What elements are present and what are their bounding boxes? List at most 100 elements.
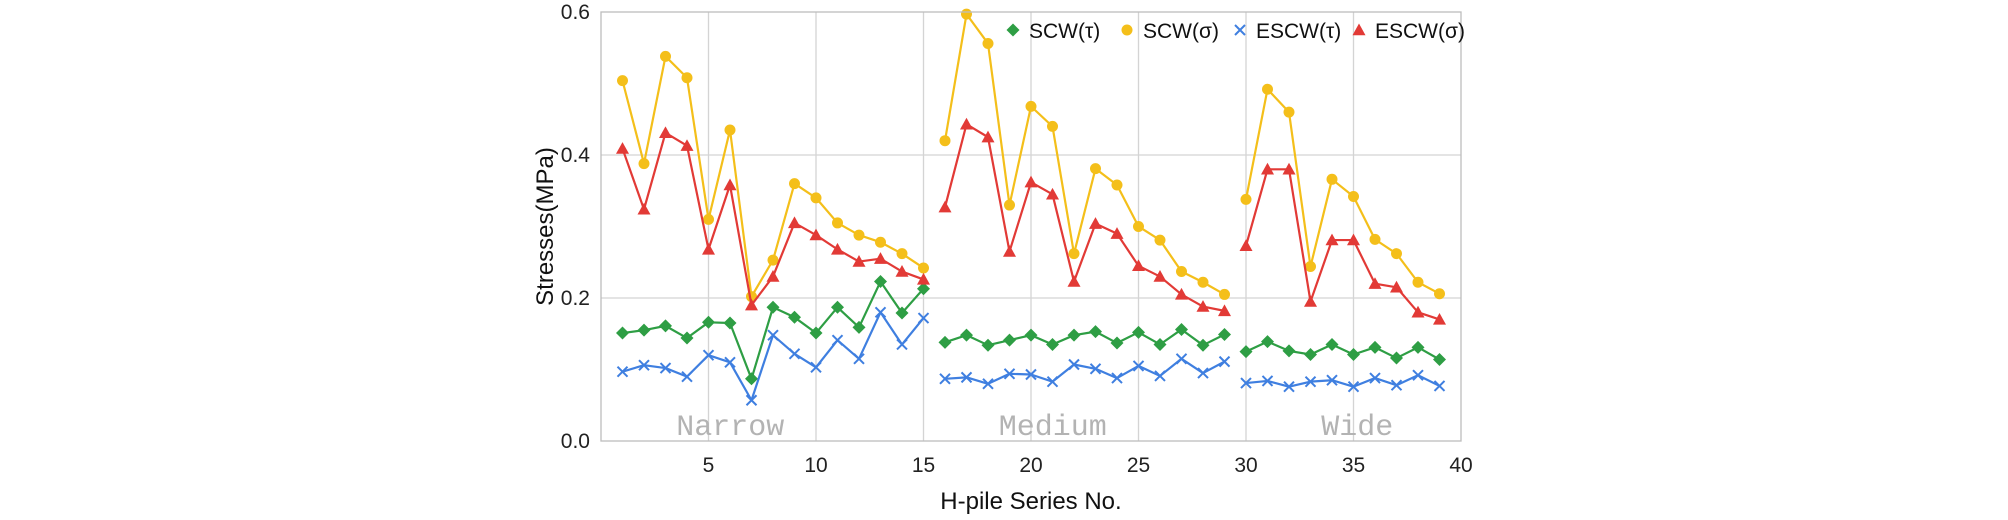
data-point: [939, 135, 951, 147]
data-point: [702, 349, 715, 361]
x-axis-title: H-pile Series No.: [940, 488, 1121, 515]
data-point: [1197, 276, 1209, 288]
data-point: [1390, 379, 1403, 391]
data-point: [1089, 363, 1102, 375]
data-point: [1025, 100, 1037, 112]
data-point: [809, 326, 823, 340]
data-point: [1347, 347, 1360, 361]
y-axis-title: Stresses(MPa): [532, 147, 559, 306]
data-point: [766, 300, 780, 314]
data-point: [1046, 337, 1059, 351]
data-point: [1153, 270, 1167, 282]
legend-label: SCW(τ): [1029, 20, 1100, 43]
data-point: [832, 217, 843, 229]
data-point: [745, 394, 758, 406]
series-0: [616, 275, 1446, 386]
x-tick-label: 15: [912, 454, 935, 477]
legend-label: SCW(σ): [1143, 20, 1219, 43]
y-tick-label: 0.4: [561, 144, 591, 167]
data-point: [1089, 325, 1102, 339]
series-line: [943, 13, 1226, 296]
data-point: [831, 242, 844, 255]
data-point: [938, 200, 952, 213]
series-line: [1245, 340, 1441, 361]
data-point: [981, 338, 995, 352]
data-point: [831, 334, 844, 346]
y-tick-label: 0.0: [561, 430, 590, 453]
data-point: [745, 298, 758, 311]
plot-frame: [600, 11, 1462, 442]
data-point: [1282, 344, 1296, 358]
data-point: [1347, 380, 1360, 393]
data-point: [1196, 300, 1210, 312]
data-point: [1411, 340, 1425, 354]
data-point: [981, 130, 995, 143]
data-point: [1369, 233, 1381, 245]
data-point: [1176, 266, 1187, 278]
data-point: [1025, 368, 1037, 381]
data-point: [1090, 163, 1101, 175]
data-point: [1153, 337, 1167, 351]
legend-item-3: ESCW(σ): [1352, 20, 1465, 43]
data-point: [1111, 179, 1123, 191]
data-point: [702, 242, 715, 255]
data-point: [1004, 199, 1015, 211]
series-2: [616, 306, 1446, 406]
data-point: [1390, 351, 1403, 365]
data-point: [810, 361, 822, 374]
data-point: [1003, 245, 1016, 257]
x-tick-label: 40: [1449, 454, 1472, 477]
data-point: [1196, 338, 1210, 352]
series-line: [1244, 168, 1440, 321]
data-point: [1239, 345, 1253, 359]
data-point: [1110, 336, 1124, 350]
data-point: [1433, 312, 1446, 325]
data-point: [831, 300, 844, 314]
data-point: [1412, 369, 1424, 381]
data-point: [1239, 239, 1253, 252]
data-point: [724, 356, 736, 369]
data-point: [917, 272, 930, 285]
data-point: [659, 319, 672, 333]
data-point: [789, 178, 800, 190]
data-point: [895, 306, 909, 320]
series-3: [616, 117, 1446, 325]
data-point: [1111, 372, 1123, 384]
data-point: [917, 312, 930, 324]
data-point: [680, 331, 694, 345]
x-tick-label: 5: [703, 454, 715, 477]
data-point: [1110, 227, 1124, 239]
data-point: [1175, 353, 1188, 365]
data-point: [788, 310, 801, 324]
y-tick-label: 0.2: [561, 287, 590, 310]
data-point: [1261, 162, 1274, 175]
data-point: [681, 72, 693, 84]
x-tick-label: 20: [1019, 454, 1042, 477]
data-point: [1412, 276, 1424, 288]
x-tick-label: 10: [804, 454, 827, 477]
data-point: [637, 202, 651, 215]
series-line: [1245, 374, 1440, 388]
data-point: [1132, 360, 1145, 372]
data-point: [767, 329, 779, 341]
data-point: [1261, 375, 1274, 387]
group-label-2: Wide: [1321, 411, 1393, 445]
data-point: [1046, 187, 1059, 200]
data-point: [681, 370, 693, 383]
data-point: [1283, 380, 1295, 393]
data-point: [1046, 375, 1059, 388]
data-point: [982, 37, 994, 49]
group-label-0: Narrow: [676, 411, 784, 445]
data-point: [852, 255, 866, 267]
data-point: [724, 124, 736, 136]
data-point: [874, 252, 887, 264]
data-point: [874, 306, 887, 319]
data-point: [617, 75, 628, 87]
data-point: [1068, 358, 1080, 371]
data-point: [1218, 355, 1231, 368]
data-point: [896, 248, 908, 260]
legend-item-0: SCW(τ): [1006, 20, 1100, 43]
series-line: [1244, 88, 1441, 295]
data-point: [961, 8, 972, 20]
